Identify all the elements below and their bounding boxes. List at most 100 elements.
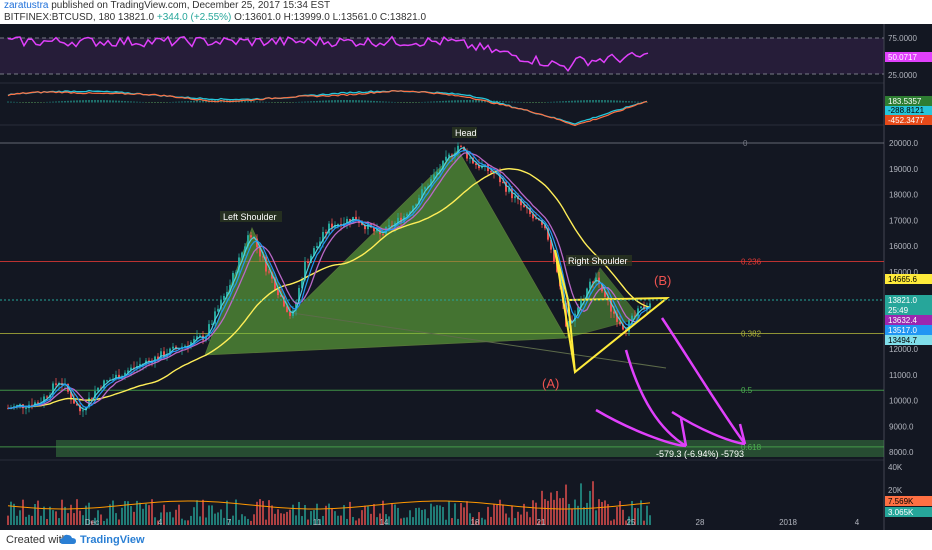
macd-bar: [442, 100, 444, 103]
candle-body: [46, 396, 48, 398]
volume-bar: [610, 520, 612, 525]
macd-bar: [244, 100, 246, 103]
macd-bar: [175, 101, 177, 103]
macd-bar: [271, 102, 273, 103]
volume-bar: [613, 519, 615, 525]
macd-bar: [178, 101, 180, 103]
candle-body: [130, 367, 132, 371]
macd-bar: [196, 100, 198, 103]
candle-body: [592, 281, 594, 283]
candle-body: [139, 364, 141, 367]
volume-bar: [91, 520, 93, 525]
candle-body: [274, 278, 276, 290]
volume-bar: [55, 511, 57, 525]
volume-bar: [136, 500, 138, 525]
candle-body: [466, 150, 468, 159]
rsi-value: 50.0717: [888, 53, 917, 62]
candle-body: [55, 383, 57, 385]
time-tick: 2018: [779, 518, 797, 527]
macd-bar: [103, 100, 105, 103]
volume-bar: [64, 506, 66, 525]
macd-bar: [457, 100, 459, 103]
volume-bar: [421, 509, 423, 525]
candle-body: [211, 323, 213, 325]
volume-bar: [244, 516, 246, 525]
macd-badge-3: [885, 115, 932, 125]
candle-body: [217, 308, 219, 312]
author-link[interactable]: zaratustra: [4, 0, 49, 11]
macd-bar: [181, 101, 183, 103]
candle-body: [412, 205, 414, 212]
price-tick: 12000.0: [889, 345, 918, 354]
volume-bar: [364, 505, 366, 525]
macd-bar: [577, 100, 579, 103]
triangle-pattern: [566, 296, 670, 374]
macd-bar: [529, 102, 531, 103]
candle-body: [265, 257, 267, 272]
macd-bar: [184, 101, 186, 103]
macd-bar: [307, 101, 309, 103]
candle-body: [283, 296, 285, 307]
macd-bar: [127, 101, 129, 103]
candle-body: [286, 306, 288, 312]
candle-body: [445, 156, 447, 161]
macd-bar: [427, 101, 429, 103]
macd-bar: [25, 102, 27, 103]
volume-bar: [16, 515, 18, 525]
change-value: +344.0 (+2.55%): [156, 12, 232, 23]
label-right-shoulder: Right Shoulder: [568, 256, 628, 266]
macd-bar: [133, 101, 135, 103]
macd-bar: [607, 100, 609, 103]
macd-bar: [376, 101, 378, 103]
macd-bar: [262, 101, 264, 103]
candle-body: [82, 410, 84, 412]
volume-bar: [379, 513, 381, 525]
macd-bar: [31, 102, 33, 103]
price-badge-label: 13494.7: [888, 336, 917, 345]
volume-bar: [580, 483, 582, 525]
volume-bar: [196, 500, 198, 525]
volume-bar: [448, 500, 450, 525]
candle-body: [37, 402, 39, 404]
candle-body: [553, 249, 555, 262]
candle-body: [637, 308, 639, 317]
volume-bar: [505, 513, 507, 525]
time-axis[interactable]: Dec 4 7 11 14 18 21 25 28 2018 4: [85, 518, 860, 527]
volume-bar: [130, 506, 132, 525]
price-axis[interactable]: 20000.0 19000.0 18000.0 17000.0 16000.0 15000…: [889, 139, 918, 457]
macd-bar: [253, 101, 255, 103]
volume-bar: [433, 506, 435, 525]
macd-bar: [571, 100, 573, 103]
volume-bar: [487, 506, 489, 525]
publish-text: published on TradingView.com, December 2…: [51, 0, 331, 11]
volume-bar: [118, 519, 120, 525]
label-bg-left-shoulder: [220, 211, 282, 222]
price-chart[interactable]: 75.0000 25.0000 50.0717 183.5357 -288.81…: [0, 24, 932, 530]
volume-bar: [643, 520, 645, 525]
volume-bar: [493, 504, 495, 525]
neckline: [291, 312, 667, 369]
macd-bar: [142, 101, 144, 103]
macd-bar: [121, 100, 123, 103]
volume-bar: [631, 501, 633, 525]
rsi-tick-75: 75.0000: [888, 34, 917, 43]
volume-bar: [409, 510, 411, 525]
time-tick: 4: [158, 518, 163, 527]
macd-bar: [205, 100, 207, 103]
tradingview-brand[interactable]: TradingView: [80, 534, 145, 546]
macd-bar: [469, 99, 471, 103]
macd-bar: [358, 100, 360, 103]
candle-body: [268, 271, 270, 273]
macd-bar: [574, 100, 576, 103]
volume-bar: [34, 503, 36, 525]
volume-bar: [523, 503, 525, 525]
volume-bar: [556, 491, 558, 525]
candle-body: [280, 295, 282, 297]
volume-bar: [7, 515, 9, 525]
macd-bar: [322, 100, 324, 103]
macd-bar: [331, 100, 333, 103]
candle-body: [421, 189, 423, 198]
volume-bar: [208, 505, 210, 525]
volume-bar: [214, 513, 216, 525]
